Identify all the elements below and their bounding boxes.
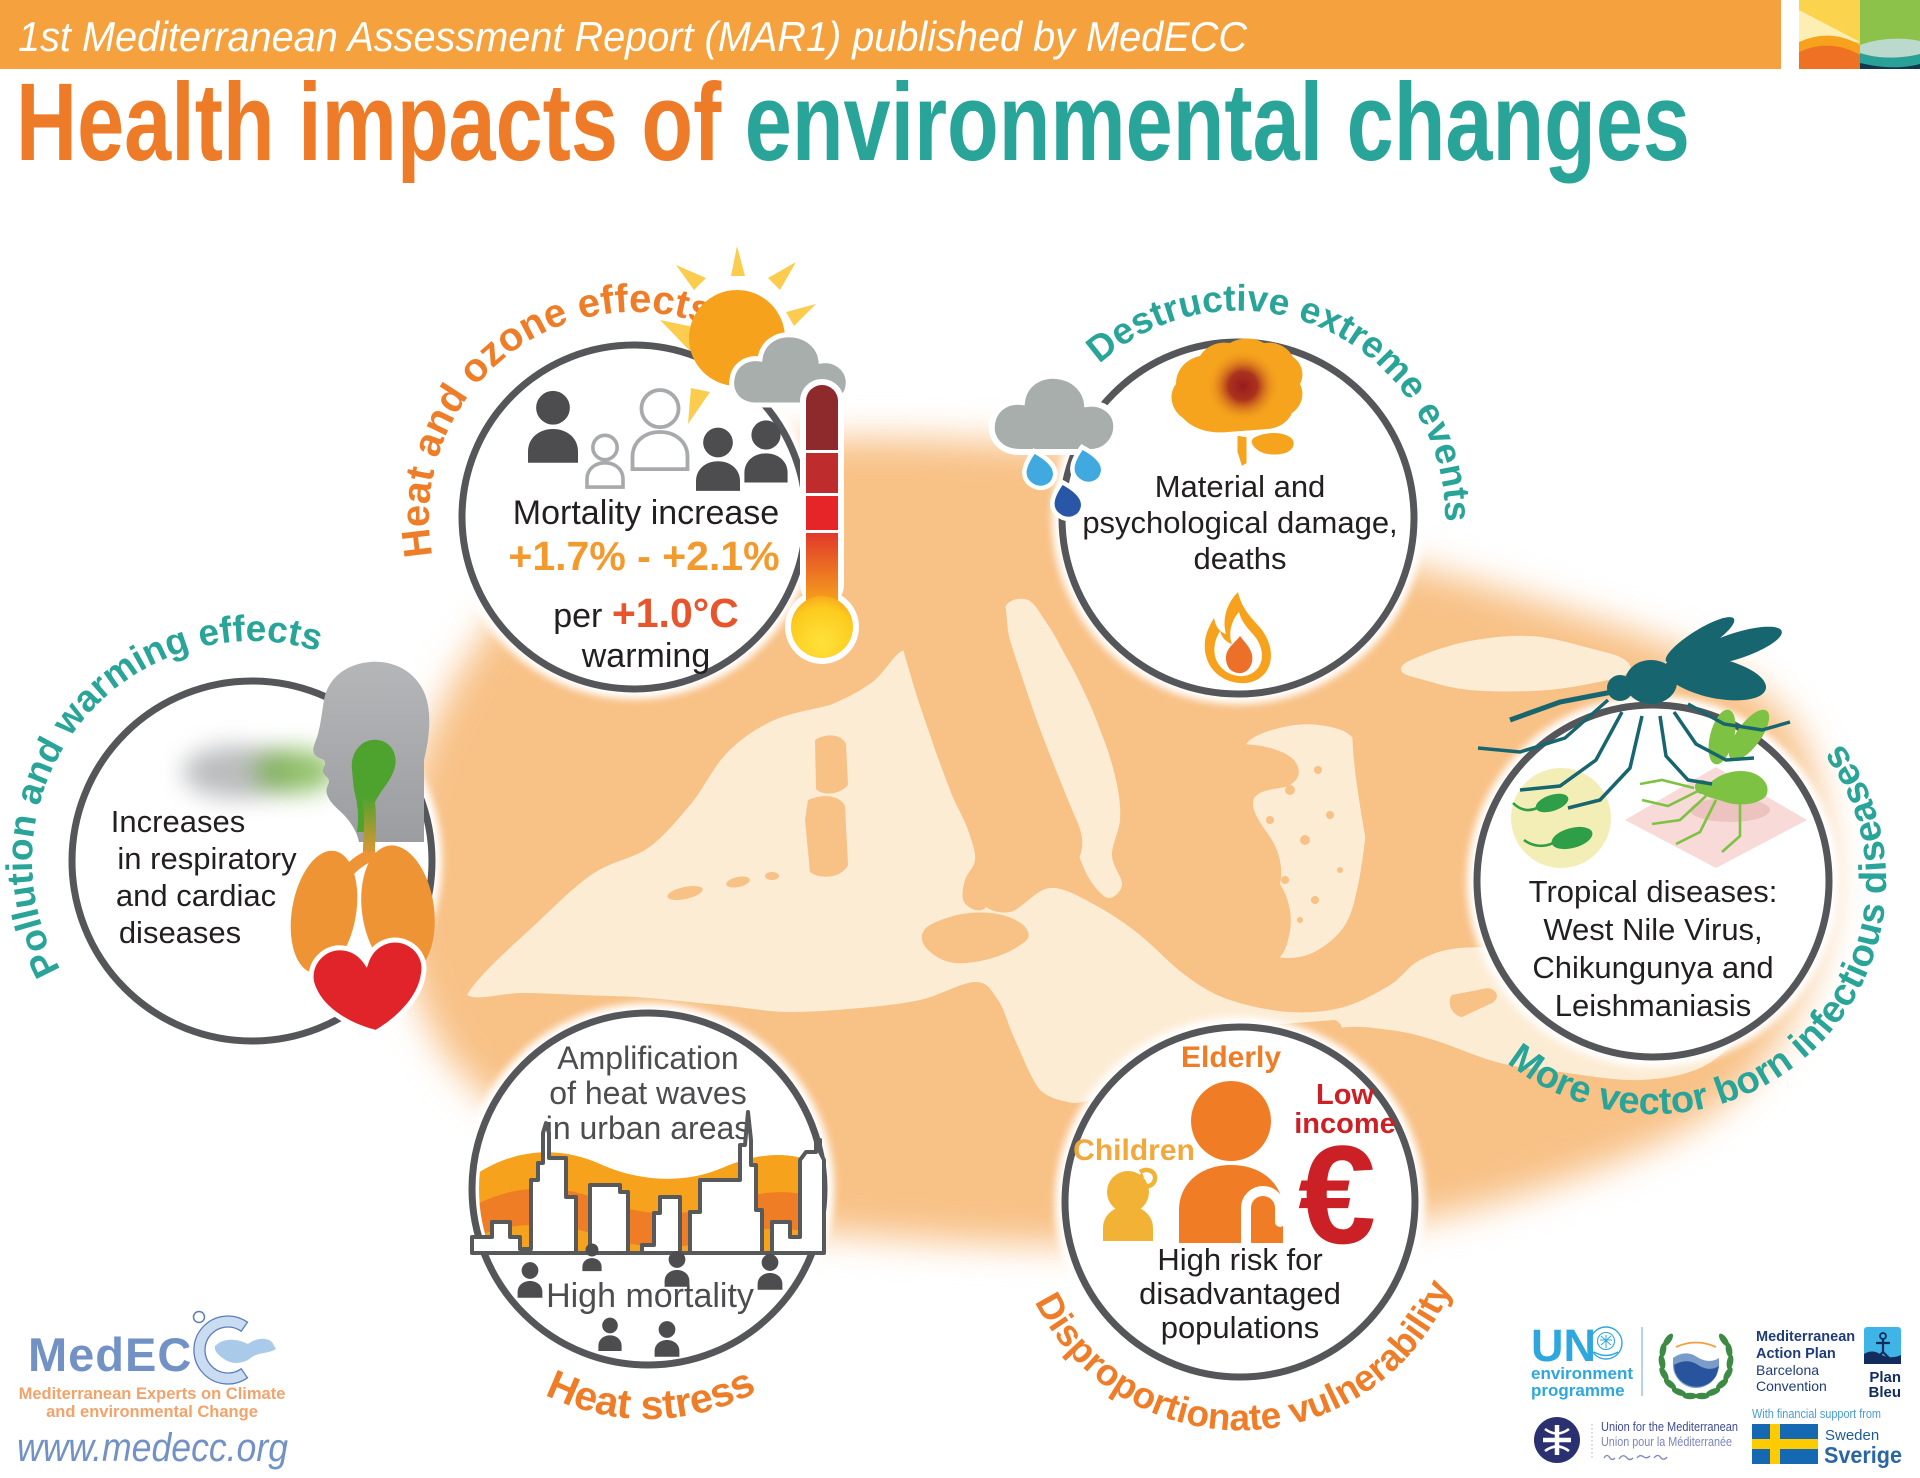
svg-text:Plan: Plan bbox=[1869, 1369, 1901, 1386]
svg-text:Increases: Increases bbox=[111, 804, 245, 839]
svg-text:High risk for: High risk for bbox=[1157, 1242, 1322, 1277]
svg-text:and environmental Change: and environmental Change bbox=[46, 1403, 258, 1421]
svg-text:Convention: Convention bbox=[1756, 1378, 1827, 1394]
svg-text:Children: Children bbox=[1073, 1134, 1195, 1167]
svg-text:of heat waves: of heat waves bbox=[549, 1075, 746, 1111]
svg-text:Barcelona: Barcelona bbox=[1756, 1362, 1819, 1378]
svg-text:in urban areas: in urban areas bbox=[546, 1110, 751, 1146]
svg-text:Amplification: Amplification bbox=[557, 1040, 738, 1076]
svg-text:income: income bbox=[1294, 1108, 1396, 1140]
svg-text:Material and: Material and bbox=[1155, 469, 1326, 504]
svg-text:+1.7% - +2.1%: +1.7% - +2.1% bbox=[508, 533, 779, 579]
svg-text:Health impacts of environmenta: Health impacts of environmental changes bbox=[16, 61, 1690, 184]
svg-text:warming: warming bbox=[581, 637, 710, 675]
svg-text:diseases: diseases bbox=[119, 915, 241, 950]
svg-text:programme: programme bbox=[1531, 1381, 1625, 1400]
svg-text:€: € bbox=[1298, 1116, 1376, 1273]
svg-text:environment: environment bbox=[1531, 1364, 1633, 1383]
svg-text:and cardiac: and cardiac bbox=[116, 878, 276, 913]
svg-text:West Nile Virus,: West Nile Virus, bbox=[1543, 912, 1762, 947]
svg-text:www.medecc.org: www.medecc.org bbox=[17, 1426, 288, 1470]
svg-text:per +1.0°C: per +1.0°C bbox=[553, 590, 739, 636]
svg-text:in respiratory: in respiratory bbox=[117, 841, 297, 876]
svg-text:disadvantaged: disadvantaged bbox=[1139, 1276, 1341, 1311]
svg-text:Mediterranean: Mediterranean bbox=[1756, 1329, 1855, 1345]
svg-text:populations: populations bbox=[1161, 1310, 1320, 1345]
svg-text:Union for the Mediterranean: Union for the Mediterranean bbox=[1601, 1419, 1738, 1434]
svg-text:Leishmaniasis: Leishmaniasis bbox=[1555, 988, 1751, 1023]
svg-text:Tropical diseases:: Tropical diseases: bbox=[1529, 874, 1778, 909]
svg-text:UN: UN bbox=[1531, 1320, 1596, 1371]
svg-text:Action Plan: Action Plan bbox=[1756, 1346, 1836, 1362]
svg-text:Sverige: Sverige bbox=[1824, 1442, 1902, 1468]
svg-text:Mediterranean Experts on Clima: Mediterranean Experts on Climate bbox=[19, 1385, 286, 1403]
svg-text:Low: Low bbox=[1316, 1079, 1374, 1111]
svg-text:Chikungunya and: Chikungunya and bbox=[1532, 950, 1773, 985]
svg-text:1st Mediterranean Assessment R: 1st Mediterranean Assessment Report (MAR… bbox=[18, 13, 1248, 60]
svg-text:With financial support from: With financial support from bbox=[1752, 1407, 1881, 1421]
svg-text:MedEC: MedEC bbox=[28, 1328, 192, 1381]
svg-text:Sweden: Sweden bbox=[1825, 1427, 1879, 1444]
svg-text:Bleu: Bleu bbox=[1868, 1384, 1901, 1401]
svg-text:Union pour la Méditerranée: Union pour la Méditerranée bbox=[1601, 1434, 1732, 1449]
svg-text:Elderly: Elderly bbox=[1181, 1041, 1281, 1074]
svg-text:High mortality: High mortality bbox=[546, 1277, 754, 1315]
svg-text:psychological damage,: psychological damage, bbox=[1082, 505, 1397, 540]
svg-text:Mortality increase: Mortality increase bbox=[513, 494, 779, 532]
svg-text:deaths: deaths bbox=[1193, 541, 1286, 576]
